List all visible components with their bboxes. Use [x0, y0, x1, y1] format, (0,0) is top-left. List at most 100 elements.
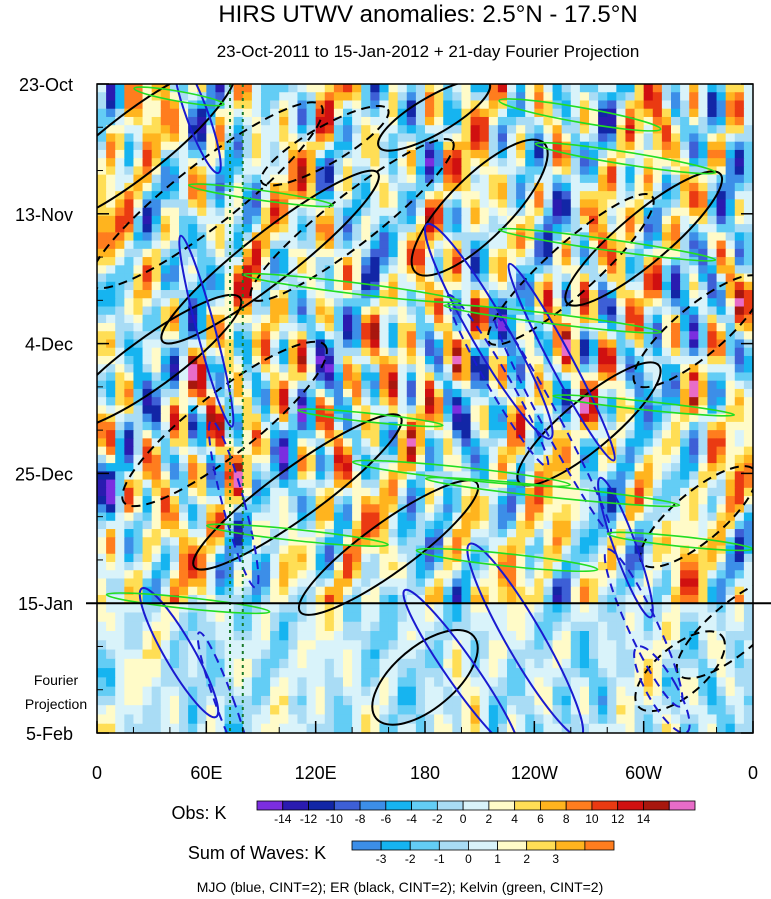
heat-cell — [415, 355, 426, 365]
heat-cell — [388, 322, 399, 332]
heat-cell — [242, 372, 253, 382]
heat-cell — [434, 191, 444, 200]
heat-cell — [552, 586, 563, 596]
heat-cell — [707, 314, 718, 324]
projection-cell — [188, 621, 198, 632]
heat-cell — [461, 430, 472, 439]
heat-cell — [689, 512, 699, 522]
projection-cell — [671, 612, 681, 623]
heat-cell — [680, 405, 690, 415]
heat-cell — [97, 388, 107, 398]
heat-cell — [133, 504, 144, 514]
heat-cell — [388, 191, 399, 200]
heat-cell — [671, 116, 681, 126]
heat-cell — [379, 487, 390, 497]
heat-cell — [598, 92, 608, 102]
heat-cell — [516, 248, 526, 258]
heat-cell — [197, 520, 207, 530]
heat-cell — [251, 339, 262, 349]
heat-cell — [142, 529, 153, 538]
heat-cell — [570, 529, 581, 538]
heat-cell — [343, 471, 353, 481]
heat-cell — [598, 594, 608, 604]
heat-cell — [579, 372, 590, 382]
heat-cell — [160, 331, 171, 341]
heat-cell — [251, 446, 262, 456]
heat-cell — [671, 141, 681, 151]
heat-cell — [443, 561, 453, 571]
heat-cell — [470, 520, 481, 530]
heat-cell — [306, 463, 317, 472]
heat-cell — [133, 133, 144, 143]
heat-cell — [415, 339, 426, 349]
heat-cell — [279, 240, 289, 250]
heat-cell — [279, 553, 289, 563]
heat-cell — [516, 355, 526, 365]
heat-cell — [652, 174, 663, 184]
heat-cell — [507, 553, 517, 563]
heat-cell — [179, 430, 189, 439]
heat-cell — [261, 430, 271, 439]
heat-cell — [716, 215, 727, 225]
heat-cell — [516, 149, 526, 159]
heat-cell — [297, 92, 308, 102]
heat-cell — [397, 306, 408, 316]
projection-cell — [233, 640, 244, 651]
heat-cell — [233, 578, 244, 588]
heat-cell — [315, 520, 326, 530]
heat-cell — [488, 191, 499, 200]
heat-cell — [534, 331, 545, 341]
heat-cell — [452, 347, 463, 357]
heat-cell — [115, 182, 125, 192]
heat-cell — [251, 430, 262, 439]
heat-cell — [133, 281, 144, 291]
heat-cell — [233, 347, 244, 357]
heat-cell — [488, 553, 499, 563]
heat-cell — [115, 92, 125, 102]
projection-cell — [270, 612, 280, 623]
heat-cell — [634, 471, 645, 481]
heat-cell — [598, 355, 608, 365]
heat-cell — [443, 166, 453, 176]
heat-cell — [725, 158, 736, 168]
heat-cell — [343, 586, 353, 596]
heat-cell — [297, 446, 308, 456]
heat-cell — [479, 594, 490, 604]
heat-cell — [570, 421, 581, 431]
heat-cell — [689, 388, 699, 398]
heat-cell — [406, 199, 417, 209]
heat-cell — [188, 388, 198, 398]
heat-cell — [543, 421, 554, 431]
heat-cell — [151, 446, 162, 456]
heat-cell — [634, 413, 645, 423]
heat-cell — [725, 529, 736, 538]
heat-cell — [661, 355, 672, 365]
heat-cell — [406, 578, 417, 588]
heat-cell — [306, 438, 317, 448]
heat-cell — [425, 553, 435, 563]
heat-cell — [561, 463, 572, 472]
heat-cell — [452, 372, 463, 382]
heat-cell — [106, 314, 116, 324]
heat-cell — [279, 463, 289, 472]
heat-cell — [160, 364, 171, 374]
heat-cell — [188, 520, 198, 530]
heat-cell — [534, 570, 545, 580]
heat-cell — [616, 92, 627, 102]
heat-cell — [589, 355, 599, 365]
projection-cell — [716, 649, 727, 660]
heat-cell — [534, 265, 545, 275]
heat-cell — [242, 232, 253, 242]
heat-cell — [333, 496, 344, 505]
heat-cell — [661, 364, 672, 374]
heat-cell — [689, 224, 699, 233]
projection-cell — [707, 631, 718, 641]
heat-cell — [470, 265, 481, 275]
heat-cell — [625, 545, 636, 555]
heat-cell — [707, 224, 718, 233]
heat-cell — [397, 496, 408, 505]
heat-cell — [671, 240, 681, 250]
projection-cell — [680, 621, 690, 632]
heat-cell — [488, 479, 499, 489]
heat-cell — [634, 141, 645, 151]
